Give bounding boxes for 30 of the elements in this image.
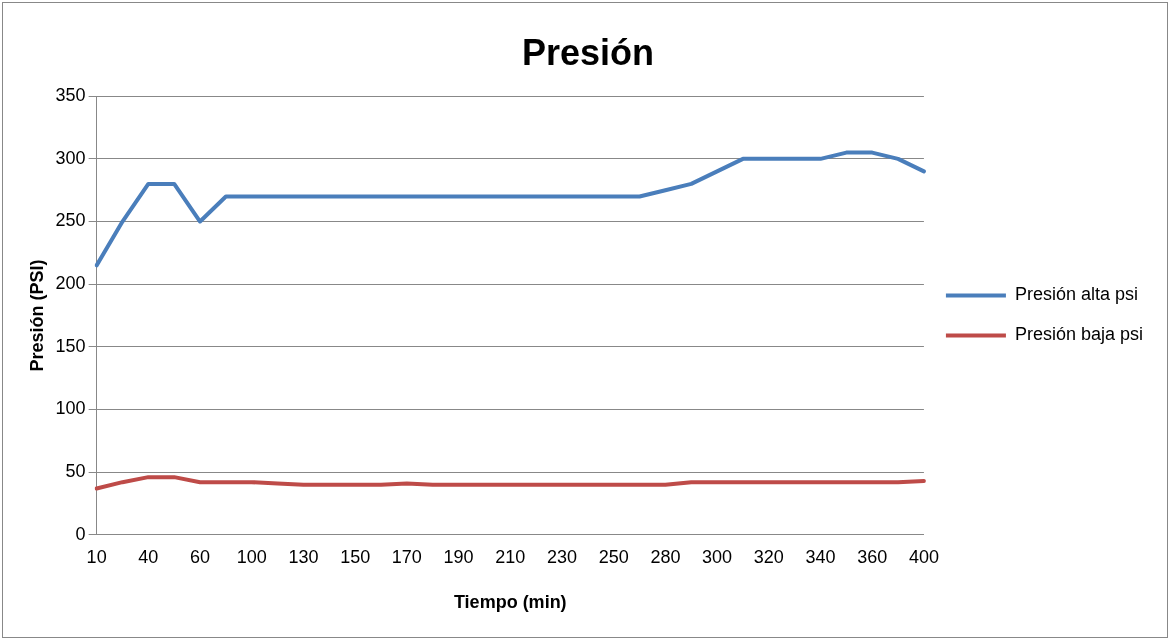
y-tick-label: 100 bbox=[55, 398, 86, 419]
x-axis-title: Tiempo (min) bbox=[453, 592, 567, 613]
x-tick-label: 190 bbox=[443, 546, 474, 567]
x-tick-label: 10 bbox=[86, 546, 107, 567]
legend-label: Presión alta psi bbox=[1014, 284, 1138, 305]
legend-label: Presión baja psi bbox=[1014, 324, 1143, 345]
y-tick-label: 250 bbox=[55, 210, 86, 231]
x-tick-label: 360 bbox=[857, 546, 888, 567]
y-axis-title: Presión (PSI) bbox=[26, 259, 47, 372]
x-tick-label: 130 bbox=[288, 546, 319, 567]
x-tick-label: 60 bbox=[190, 546, 211, 567]
x-tick-label: 340 bbox=[805, 546, 836, 567]
y-tick-label: 50 bbox=[65, 461, 86, 482]
x-tick-label: 400 bbox=[908, 546, 939, 567]
x-tick-label: 210 bbox=[495, 546, 526, 567]
y-tick-label: 150 bbox=[55, 335, 86, 356]
x-tick-label: 320 bbox=[753, 546, 784, 567]
x-tick-label: 150 bbox=[340, 546, 371, 567]
x-tick-label: 100 bbox=[236, 546, 267, 567]
x-tick-label: 230 bbox=[546, 546, 578, 567]
x-tick-label: 300 bbox=[702, 546, 733, 567]
y-tick-label: 0 bbox=[75, 523, 86, 544]
x-tick-label: 250 bbox=[598, 546, 629, 567]
x-tick-label: 170 bbox=[391, 546, 422, 567]
y-tick-label: 300 bbox=[55, 147, 86, 168]
chart-title: Presión bbox=[521, 31, 655, 73]
y-tick-label: 200 bbox=[55, 273, 86, 294]
x-tick-label: 280 bbox=[650, 546, 681, 567]
x-tick-label: 40 bbox=[138, 546, 159, 567]
y-tick-label: 350 bbox=[55, 85, 86, 106]
